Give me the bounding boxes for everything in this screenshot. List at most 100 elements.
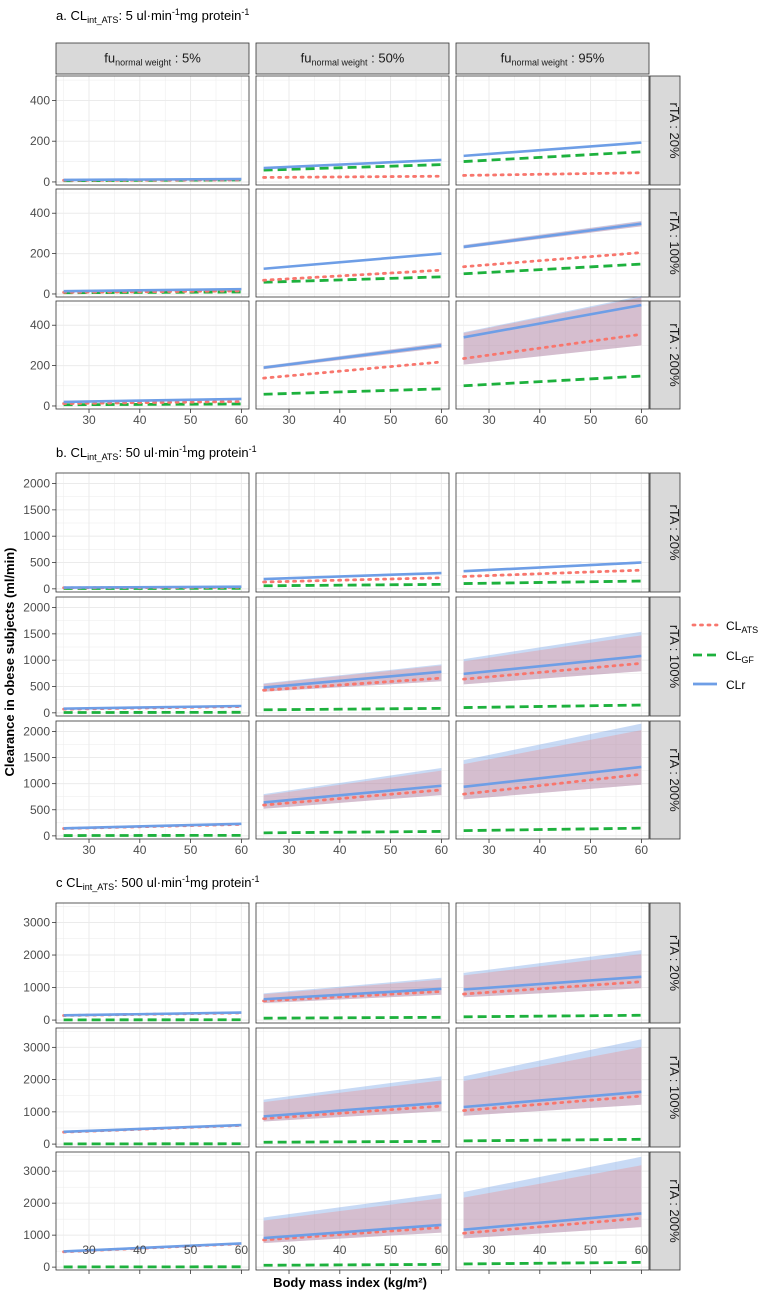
- x-tick-label: 50: [384, 843, 398, 857]
- series-line-cl-gf: [463, 262, 642, 276]
- y-tick-label: 0: [43, 1260, 50, 1274]
- facet-b-r3-c3: [455, 720, 650, 840]
- x-tick-label: 30: [482, 843, 496, 857]
- series-line-cl-gf: [463, 1137, 642, 1143]
- y-tick-label: 3000: [23, 1164, 50, 1178]
- series-line-clr: [263, 158, 442, 170]
- facet-border: [455, 472, 650, 593]
- y-tick-label: 0: [43, 829, 50, 843]
- x-tick-label: 60: [435, 413, 449, 427]
- x-tick-label: 40: [333, 843, 347, 857]
- x-tick-label: 40: [133, 413, 147, 427]
- x-tick-label: 40: [533, 413, 547, 427]
- facet-b-r1-c1: [55, 472, 250, 593]
- row-strip-label-2: rTA : 100%: [667, 211, 682, 275]
- row-strip-label-1: rTA : 20%: [667, 504, 682, 561]
- series-line-clr: [463, 561, 642, 573]
- y-tick-label: 200: [30, 359, 50, 373]
- facet-c-r1-c2: [255, 902, 450, 1024]
- facet-border: [255, 188, 450, 298]
- clats-confidence-band: [263, 1198, 442, 1244]
- series-line-cl-gf: [463, 1260, 642, 1266]
- x-tick-label: 50: [184, 413, 198, 427]
- series-line-cl-ats: [462, 772, 643, 796]
- x-tick-label: 50: [384, 413, 398, 427]
- y-tick-label: 0: [43, 1137, 50, 1151]
- series-line-cl-gf: [463, 374, 642, 388]
- series-line-cl-ats: [262, 268, 443, 282]
- facet-background: [56, 189, 249, 297]
- series-line-clr: [63, 177, 242, 182]
- y-tick-label: 400: [30, 206, 50, 220]
- facet-border: [455, 1151, 650, 1271]
- facet-border: [255, 472, 450, 593]
- row-strip-3: [649, 300, 681, 410]
- y-tick-label: 2000: [23, 948, 50, 962]
- facet-background: [56, 721, 249, 839]
- facet-c-r1-c3: [455, 902, 650, 1024]
- facet-b-r1-c2: [255, 472, 450, 593]
- x-tick-label: 60: [435, 1243, 449, 1257]
- series-line-cl-ats: [262, 788, 443, 807]
- facet-border: [455, 1027, 650, 1148]
- x-tick-label: 50: [584, 843, 598, 857]
- series-line-cl-ats: [462, 171, 643, 177]
- series-line-cl-ats: [462, 661, 643, 681]
- series-line-cl-ats: [462, 251, 643, 269]
- column-strip-label-1: funormal weight : 5%: [104, 51, 201, 68]
- series-line-clr: [63, 1011, 242, 1017]
- x-tick-label: 60: [635, 413, 649, 427]
- y-axis-title: Clearance in obese subjects (ml/min): [2, 547, 17, 776]
- series-line-cl-gf: [263, 275, 442, 284]
- clats-confidence-band: [463, 1165, 642, 1239]
- y-tick-label: 1000: [23, 529, 50, 543]
- series-line-cl-ats: [262, 360, 443, 380]
- facet-border: [255, 1027, 450, 1148]
- facet-border: [255, 902, 450, 1024]
- series-line-cl-gf: [263, 1263, 442, 1267]
- series-line-cl-gf: [463, 703, 642, 709]
- series-line-cl-gf: [263, 163, 442, 172]
- series-line-cl-ats: [262, 174, 443, 179]
- series-line-clr: [63, 585, 242, 589]
- series-line-clr: [463, 654, 642, 676]
- row-strip-3: [649, 720, 681, 840]
- facet-background: [56, 473, 249, 592]
- chart-panels: a. CLint_ATS: 5 ul·min-1mg protein-1 funo…: [23, 7, 682, 1274]
- series-line-cl-ats: [462, 1094, 643, 1112]
- y-tick-label: 2000: [23, 1073, 50, 1087]
- facet-c-r2-c2: [255, 1027, 450, 1148]
- y-tick-label: 0: [43, 175, 50, 189]
- y-tick-label: 3000: [23, 916, 50, 930]
- y-tick-label: 2000: [23, 601, 50, 615]
- legend-label-cl-gf: CLGF: [726, 649, 754, 665]
- facet-border: [455, 300, 650, 410]
- row-strip-3: [649, 1151, 681, 1271]
- series-line-cl-ats: [462, 1216, 643, 1235]
- facet-c-r3-c3: [455, 1151, 650, 1271]
- series-line-clr: [263, 1101, 442, 1118]
- row-strip-label-3: rTA : 200%: [667, 1179, 682, 1243]
- facet-background: [456, 76, 649, 185]
- facet-a-r1-c2: [255, 75, 450, 186]
- series-line-clr: [263, 987, 442, 1001]
- series-line-cl-ats: [262, 676, 443, 692]
- panel-b-title: b. CLint_ATS: 50 ul·min-1mg protein-1: [56, 444, 257, 462]
- y-tick-label: 1000: [23, 777, 50, 791]
- x-tick-label: 30: [282, 1243, 296, 1257]
- x-axis-title: Body mass index (kg/m²): [273, 1275, 427, 1290]
- facet-a-r3-c1: [55, 300, 250, 410]
- facet-background: [256, 597, 449, 716]
- y-tick-label: 2000: [23, 477, 50, 491]
- series-line-cl-gf: [263, 1139, 442, 1144]
- facet-border: [55, 1027, 250, 1148]
- series-line-clr: [463, 1090, 642, 1109]
- legend-label-cl-ats: CLATS: [726, 619, 758, 635]
- facet-background: [456, 473, 649, 592]
- facet-a-r1-c3: [455, 75, 650, 186]
- row-strip-1: [649, 902, 681, 1024]
- facet-border: [455, 902, 650, 1024]
- x-tick-label: 30: [482, 413, 496, 427]
- series-line-cl-gf: [463, 826, 642, 833]
- series-line-clr: [463, 303, 642, 339]
